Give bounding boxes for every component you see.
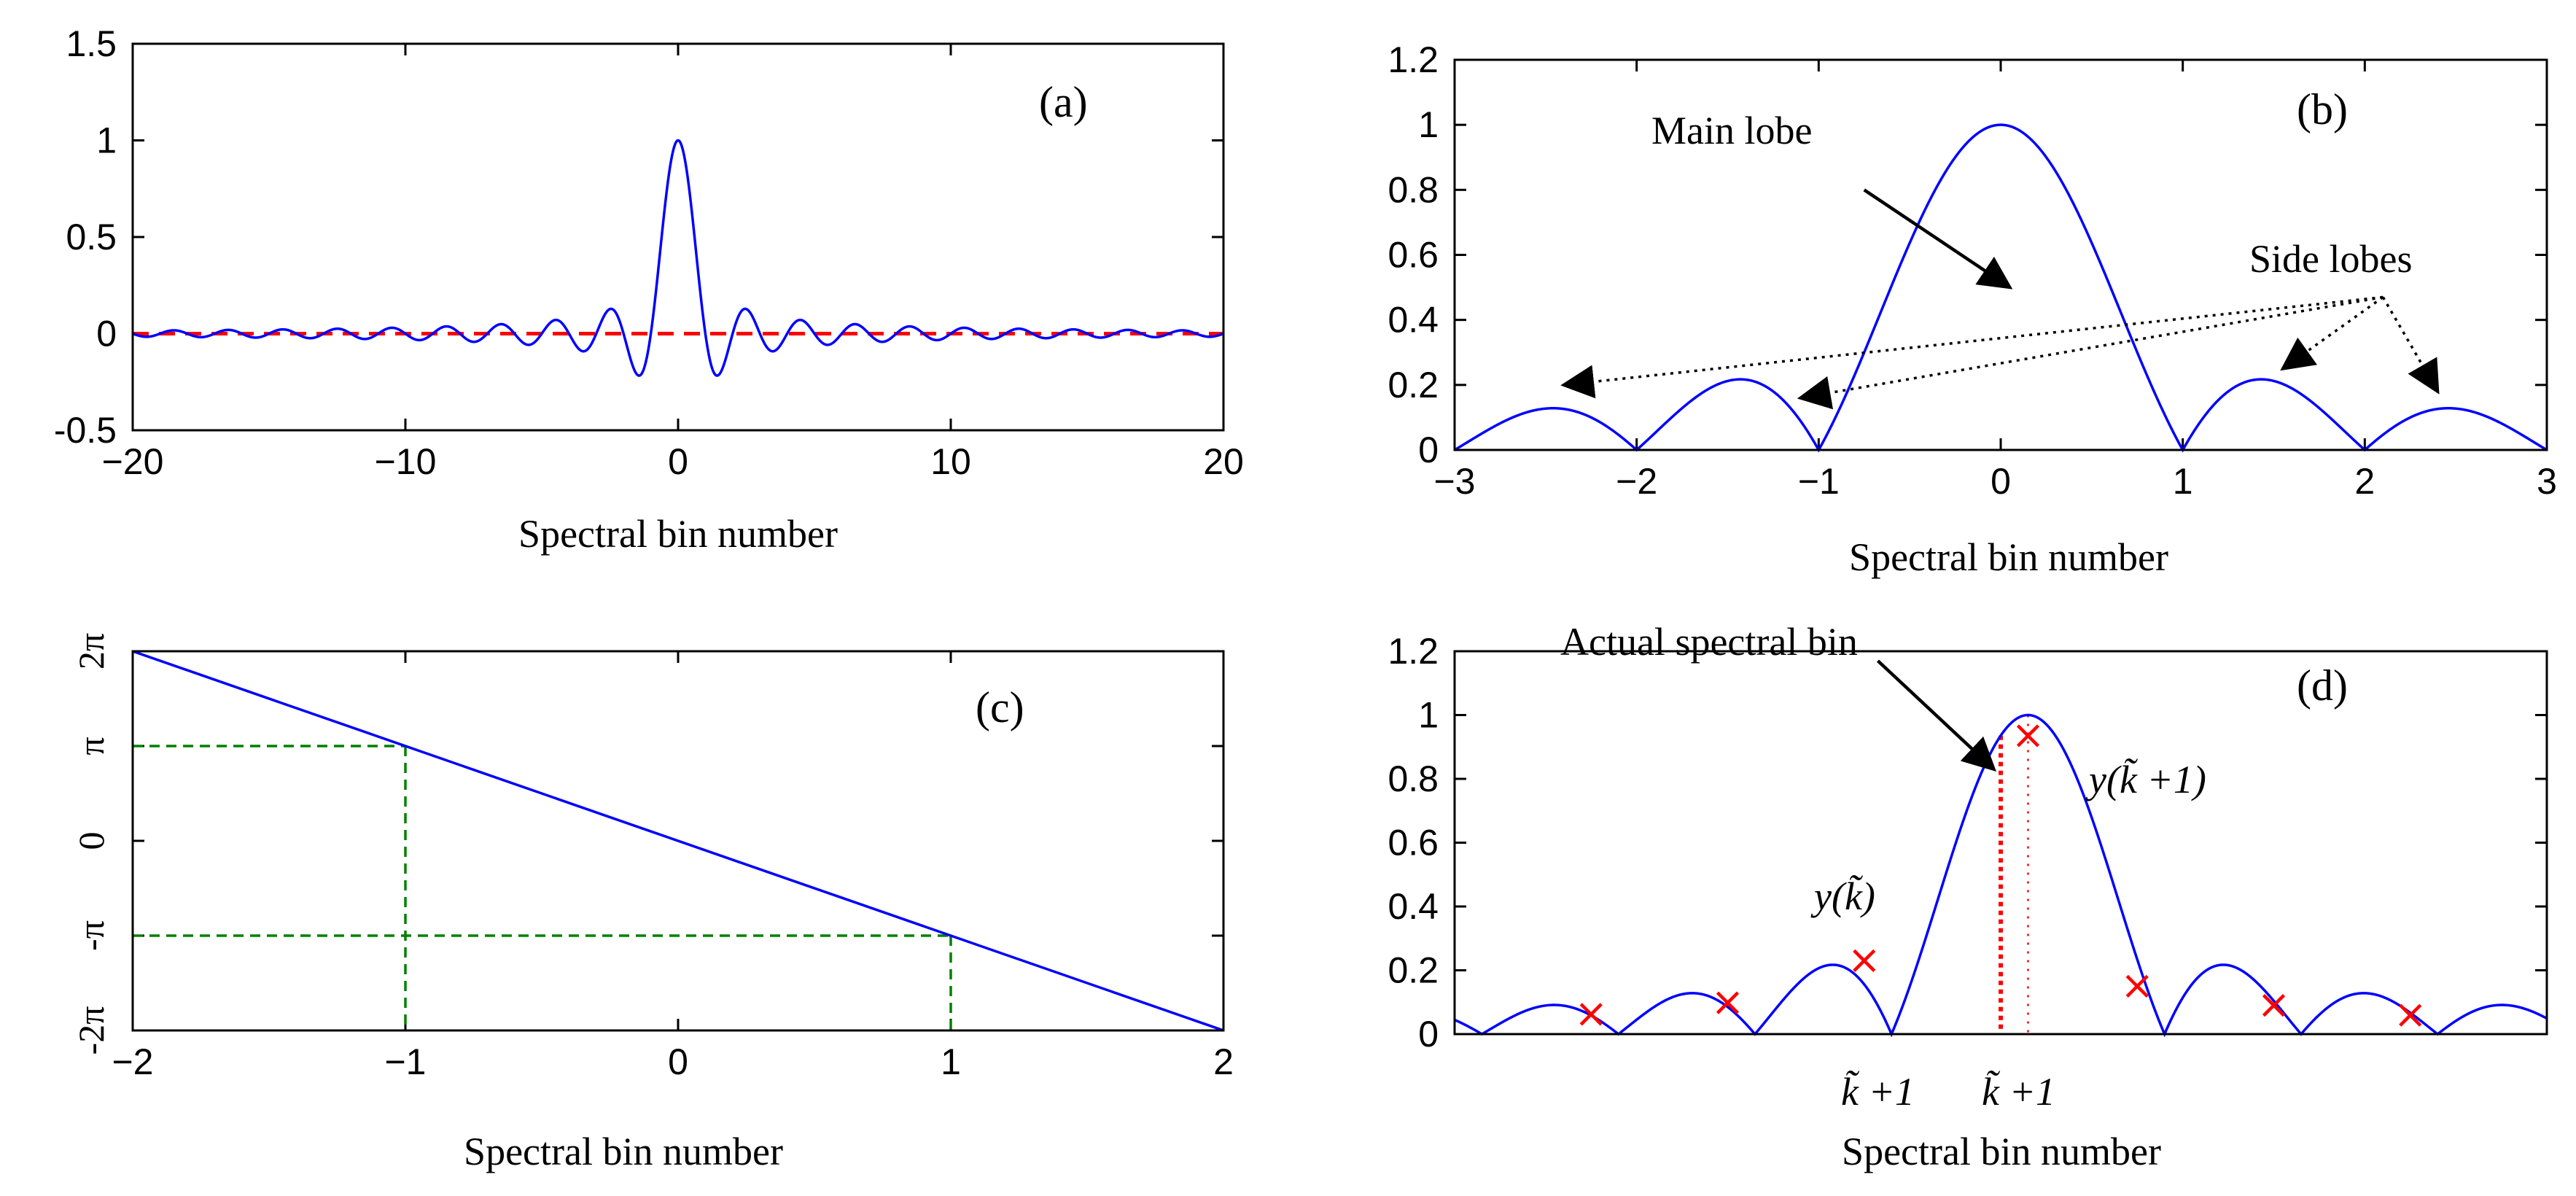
- panel-d-axes: [1453, 650, 2548, 1036]
- main-lobe-arrow: [1863, 188, 2013, 290]
- panel-c-xtick-label: 2: [1213, 1041, 1234, 1082]
- k-tilde-plus-one-label-right: k̃ +1: [1982, 1070, 2055, 1114]
- panel-d-ytick-label: 0: [1418, 1014, 1439, 1055]
- panel-d-markers: [1579, 724, 2422, 1027]
- side-lobes-annotation: Side lobes: [2249, 237, 2413, 281]
- y-k-plus-one-annotation: y(k̃ +1): [2085, 758, 2206, 801]
- panel-d-ytick-label: 0.8: [1388, 758, 1439, 799]
- panel-b-ytick-label: 0.4: [1388, 300, 1439, 341]
- panel-c-ytick-label: -2π: [71, 1006, 112, 1055]
- panel-c-xtick-label: −1: [384, 1041, 426, 1082]
- sample-marker: [2262, 994, 2286, 1017]
- panel-b-ytick-label: 1: [1418, 104, 1439, 145]
- panel-a-label: (a): [1039, 78, 1088, 126]
- panel-d-ytick-label: 0.2: [1388, 950, 1439, 991]
- panel-b-xtick-label: 1: [2173, 461, 2193, 502]
- sample-marker: [1716, 991, 1740, 1014]
- side-lobe-arrow: [1797, 295, 2384, 410]
- panel-a-sinc-curve: [132, 139, 1224, 377]
- k-tilde-plus-one-label-left: k̃ +1: [1841, 1070, 1915, 1114]
- panel-c-ytick-label: -π: [71, 920, 112, 951]
- panel-d-ytick-label: 0.4: [1388, 886, 1439, 927]
- panel-a: −20 −10 0 10 20 -0.5 0 0.5 1 1.5 (a) Spectral bi…: [54, 23, 1244, 556]
- panel-c-xlabel: Spectral bin number: [464, 1130, 783, 1173]
- panel-a-xtick-label: 0: [668, 441, 688, 482]
- main-lobe-annotation: Main lobe: [1651, 109, 1812, 152]
- sample-marker: [1579, 1003, 1603, 1026]
- panel-c-phase-line: [132, 650, 1224, 1032]
- panel-a-axes: [131, 42, 1225, 432]
- actual-spectral-bin-arrow: [1876, 659, 1996, 772]
- panel-c-xtick-label: −2: [112, 1041, 153, 1082]
- panel-b-ytick-label: 0.8: [1388, 169, 1439, 210]
- panel-b-xtick-label: −2: [1616, 461, 1657, 502]
- panel-d-ticks: [1455, 650, 2547, 1036]
- actual-spectral-bin-annotation: Actual spectral bin: [1560, 620, 1858, 664]
- panel-d-sample-lines: [2027, 715, 2029, 1034]
- y-k-annotation: y(k̃): [1810, 874, 1875, 918]
- panel-b-xtick-label: 3: [2537, 461, 2557, 502]
- sample-marker: [2399, 1003, 2422, 1027]
- panel-c: −2 −1 0 1 2 -2π -π 0 π 2π (c) Spectral bin numbe…: [71, 633, 1234, 1173]
- side-lobe-arrows: [1560, 295, 2440, 410]
- panel-d-ytick-label: 1: [1418, 695, 1439, 736]
- sample-marker: [2125, 974, 2149, 998]
- side-lobe-arrow: [2381, 296, 2440, 395]
- panel-a-ytick-label: 0.5: [66, 217, 117, 257]
- panel-c-xtick-label: 0: [668, 1041, 688, 1082]
- panel-d-xlabel: Spectral bin number: [1842, 1130, 2161, 1173]
- panel-c-ytick-label: 2π: [71, 633, 112, 669]
- panel-c-ytick-label: 0: [71, 832, 112, 850]
- panel-d-ytick-label: 1.2: [1388, 631, 1439, 672]
- side-lobe-arrow: [2280, 296, 2384, 371]
- panel-a-xtick-label: 20: [1203, 441, 1244, 482]
- panel-a-xtick-label: −10: [375, 441, 437, 482]
- panel-a-ytick-label: 1.5: [66, 23, 117, 64]
- panel-b-ytick-label: 0.2: [1388, 365, 1439, 405]
- panel-a-ytick-label: 0: [96, 314, 117, 354]
- panel-a-xtick-label: −20: [102, 441, 164, 482]
- panel-b-xtick-label: 0: [1991, 461, 2011, 502]
- panel-c-axes: [131, 650, 1225, 1032]
- panel-b-axes: [1453, 58, 2548, 451]
- panel-a-xtick-label: 10: [930, 441, 971, 482]
- panel-c-xtick-label: 1: [941, 1041, 961, 1082]
- panel-b: −3 −2 −1 0 1 2 3 0 0.2 0.4 0.6 0.8 1 1.2 (b) Main lo…: [1388, 39, 2556, 579]
- side-lobe-arrow: [1560, 295, 2384, 399]
- panel-c-label: (c): [976, 683, 1024, 731]
- panel-d-ytick-label: 0.6: [1388, 823, 1439, 863]
- panel-d: 0 0.2 0.4 0.6 0.8 1 1.2 (d) Actual spectral bi…: [1388, 620, 2548, 1173]
- panel-b-magnitude-curve: [1454, 123, 2548, 453]
- panel-d-label: (d): [2297, 661, 2348, 710]
- panel-c-guide-lines: [133, 745, 952, 1030]
- panel-b-xtick-label: −1: [1798, 461, 1840, 502]
- panel-b-ytick-label: 0: [1418, 430, 1439, 470]
- sample-marker: [2016, 724, 2040, 748]
- panel-b-xtick-label: −3: [1433, 461, 1475, 502]
- panel-b-ytick-label: 0.6: [1388, 235, 1439, 276]
- panel-a-ytick-label: 1: [96, 120, 117, 161]
- panel-d-magnitude-curve: [1454, 713, 2548, 1038]
- sample-marker: [1853, 949, 1876, 972]
- panel-b-ytick-label: 1.2: [1388, 39, 1439, 80]
- panel-a-ytick-label: -0.5: [54, 410, 117, 451]
- panel-b-xtick-label: 2: [2354, 461, 2375, 502]
- panel-b-xlabel: Spectral bin number: [1849, 535, 2168, 579]
- panel-c-ytick-label: π: [71, 737, 112, 755]
- panel-b-label: (b): [2297, 85, 2348, 133]
- panel-a-xlabel: Spectral bin number: [518, 512, 838, 556]
